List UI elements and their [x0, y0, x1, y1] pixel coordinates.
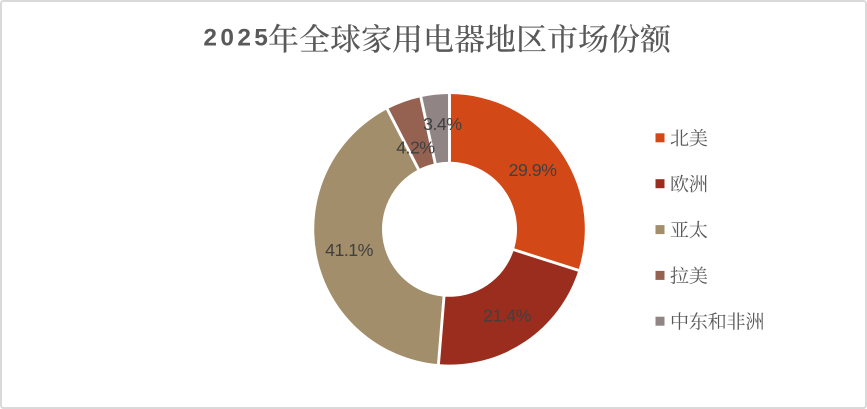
- svg-text:2025: 2025: [203, 25, 271, 52]
- svg-text:3.4%: 3.4%: [423, 114, 462, 134]
- svg-text:41.1%: 41.1%: [325, 240, 373, 260]
- svg-text:21.4%: 21.4%: [483, 305, 531, 325]
- svg-text:4.2%: 4.2%: [396, 137, 435, 157]
- svg-text:29.9%: 29.9%: [509, 160, 557, 180]
